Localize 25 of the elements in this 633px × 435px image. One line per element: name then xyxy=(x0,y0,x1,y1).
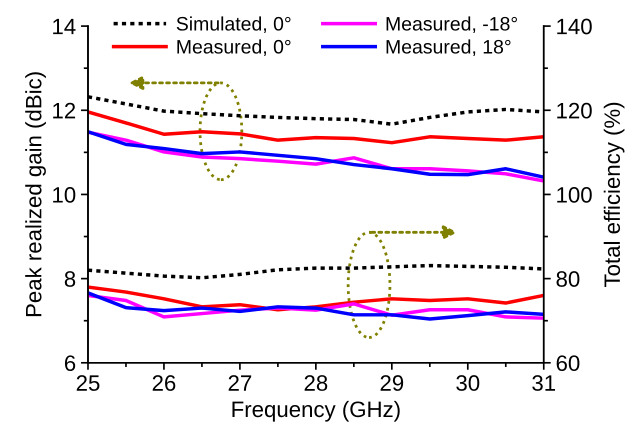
legend-label: Measured, -18° xyxy=(386,16,517,33)
x-tick-label: 26 xyxy=(152,375,176,391)
y2-axis-title: Total efficiency (%) xyxy=(604,102,624,287)
y-tick-label: 6 xyxy=(64,355,76,372)
y2-tick-label: 60 xyxy=(556,355,580,372)
x-tick-label: 29 xyxy=(380,375,404,391)
x-tick-label: 30 xyxy=(456,375,480,391)
y-tick-label: 14 xyxy=(53,18,76,34)
y2-tick-label: 140 xyxy=(557,18,592,34)
x-tick-label: 28 xyxy=(304,375,328,391)
legend-label: Measured, 0° xyxy=(177,39,291,56)
y-tick-label: 10 xyxy=(53,186,76,203)
line-series xyxy=(88,110,544,144)
x-tick-label: 25 xyxy=(76,375,100,391)
y-tick-label: 8 xyxy=(64,271,76,287)
x-tick-label: 31 xyxy=(532,375,556,391)
y-axis-title: Peak realized gain (dBic) xyxy=(25,72,46,316)
legend-label: Simulated, 0° xyxy=(176,16,291,33)
y2-tick-label: 120 xyxy=(557,102,592,119)
y2-tick-label: 100 xyxy=(557,186,592,203)
y2-tick-label: 80 xyxy=(556,271,580,287)
legend-label: Measured, 18° xyxy=(386,39,511,56)
x-axis-title: Frequency (GHz) xyxy=(232,400,400,422)
y-tick-label: 12 xyxy=(53,102,76,118)
x-tick-label: 27 xyxy=(228,375,252,391)
